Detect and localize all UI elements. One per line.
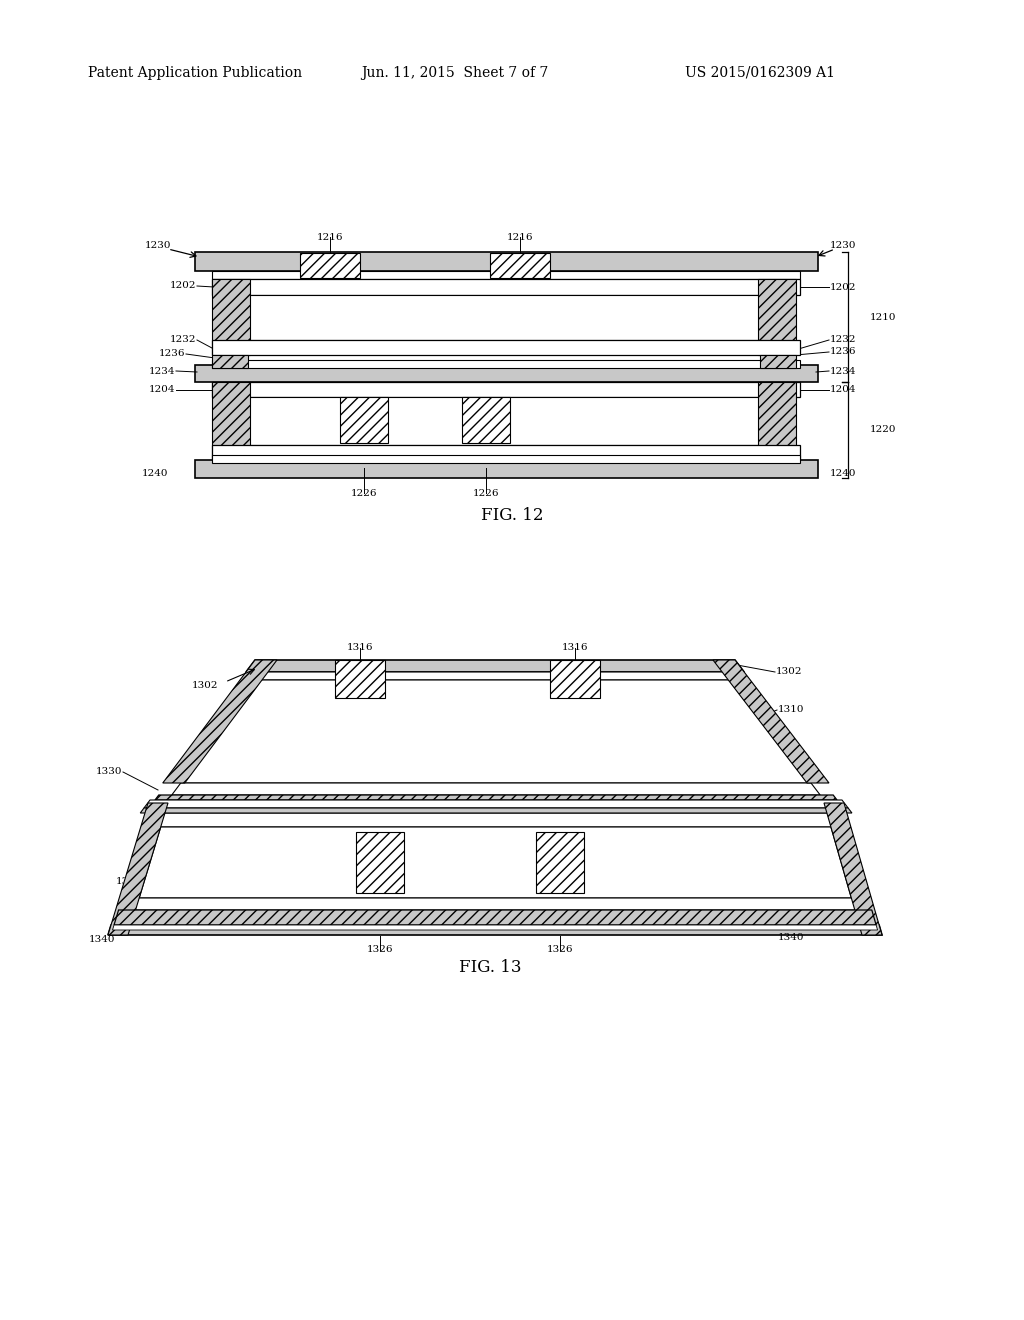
Polygon shape (114, 909, 877, 925)
Bar (300, 253, 360, 279)
Text: 1302: 1302 (776, 668, 803, 676)
Text: 1316: 1316 (562, 644, 588, 652)
Polygon shape (145, 813, 846, 828)
Text: 1202: 1202 (830, 282, 856, 292)
Text: 1232: 1232 (170, 335, 196, 345)
Text: 1234: 1234 (148, 367, 175, 375)
Polygon shape (113, 925, 878, 931)
Text: US 2015/0162309 A1: US 2015/0162309 A1 (685, 66, 835, 81)
Bar (212, 455, 800, 463)
Text: 1236: 1236 (830, 347, 856, 356)
Text: 1240: 1240 (830, 470, 856, 479)
Polygon shape (550, 660, 600, 698)
Text: 1216: 1216 (507, 232, 534, 242)
Bar (212, 355, 248, 368)
Bar (195, 366, 818, 381)
Polygon shape (163, 660, 278, 783)
Text: 1304: 1304 (116, 878, 142, 887)
Text: 1330: 1330 (95, 767, 122, 776)
Polygon shape (139, 828, 851, 898)
Text: 1320: 1320 (778, 847, 805, 857)
Bar (212, 381, 250, 459)
Text: 1220: 1220 (870, 425, 896, 434)
Polygon shape (155, 795, 837, 800)
Text: 1232: 1232 (830, 335, 856, 345)
Text: 1340: 1340 (88, 936, 115, 945)
Text: Jun. 11, 2015  Sheet 7 of 7: Jun. 11, 2015 Sheet 7 of 7 (361, 66, 549, 81)
Bar (490, 253, 550, 279)
Text: 1210: 1210 (870, 313, 896, 322)
Text: 1226: 1226 (351, 488, 377, 498)
Bar (212, 279, 800, 294)
Text: 1204: 1204 (148, 385, 175, 395)
Polygon shape (356, 832, 404, 894)
Text: FIG. 12: FIG. 12 (480, 507, 544, 524)
Text: 1204: 1204 (830, 385, 856, 395)
Text: 1340: 1340 (778, 932, 805, 941)
Polygon shape (172, 783, 820, 795)
Polygon shape (181, 680, 811, 783)
Text: 1316: 1316 (347, 644, 374, 652)
Bar (195, 252, 818, 271)
Bar (212, 279, 250, 355)
Bar (240, 397, 768, 445)
Polygon shape (245, 672, 745, 680)
Text: 1234: 1234 (830, 367, 856, 375)
Text: 1216: 1216 (316, 232, 343, 242)
Text: FIG. 13: FIG. 13 (459, 960, 521, 977)
Text: 1304: 1304 (778, 882, 805, 891)
Polygon shape (144, 800, 848, 808)
Text: 1240: 1240 (141, 470, 168, 479)
Text: 1202: 1202 (170, 281, 196, 290)
Polygon shape (140, 808, 852, 813)
Polygon shape (246, 660, 744, 672)
Bar (240, 294, 768, 341)
Polygon shape (121, 898, 869, 909)
Text: 1326: 1326 (367, 945, 393, 954)
Polygon shape (108, 925, 882, 935)
Polygon shape (536, 832, 584, 894)
Text: 1236: 1236 (159, 350, 185, 359)
Bar (340, 397, 388, 444)
Bar (212, 445, 800, 459)
Polygon shape (108, 803, 168, 935)
Text: 1326: 1326 (547, 945, 573, 954)
Bar (760, 355, 796, 368)
Text: 1302: 1302 (191, 681, 218, 690)
Bar (212, 271, 800, 279)
Bar (195, 459, 818, 478)
Text: Patent Application Publication: Patent Application Publication (88, 66, 302, 81)
Polygon shape (824, 803, 882, 935)
Polygon shape (335, 660, 385, 698)
Text: 1330: 1330 (778, 758, 805, 767)
Bar (758, 279, 796, 355)
Polygon shape (713, 660, 829, 783)
Text: 1226: 1226 (473, 488, 500, 498)
Text: 1310: 1310 (778, 705, 805, 714)
Bar (212, 360, 800, 368)
Text: 1230: 1230 (830, 242, 856, 251)
Bar (758, 381, 796, 459)
Bar (462, 397, 510, 444)
Text: 1230: 1230 (145, 242, 171, 251)
Bar (212, 381, 800, 397)
Bar (212, 341, 800, 355)
